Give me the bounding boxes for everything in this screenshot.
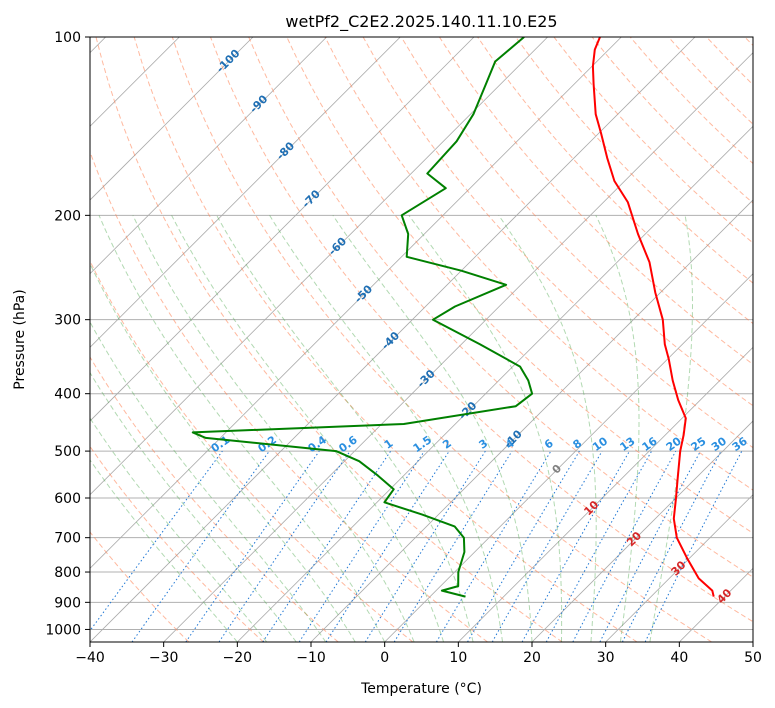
moist-adiabat-line [408, 215, 563, 642]
isotherm-line [458, 346, 753, 642]
sounding-profiles [191, 37, 715, 598]
isotherm-line [90, 37, 327, 275]
isotherm-line [605, 494, 753, 642]
dewpoint-line [191, 37, 534, 598]
isotherm-line [90, 37, 548, 496]
y-tick-label: 900 [54, 595, 81, 611]
mixing-ratio-line [262, 450, 392, 642]
x-tick-label: 0 [380, 650, 389, 666]
x-axis-ticks: −40 −30 −20 −10 0 10 20 30 40 50 [75, 642, 762, 666]
x-tick-label: 50 [744, 650, 762, 666]
moist-adiabat-line [98, 215, 386, 642]
moist-adiabat-line [90, 459, 238, 642]
mixing-ratio-line [545, 450, 653, 642]
isotherm-grid [90, 37, 753, 642]
dry-adiabat-line [90, 259, 414, 642]
dry-adiabat-line [171, 37, 712, 642]
mixing-ratio-line [131, 450, 270, 642]
isotherm-line [90, 37, 401, 348]
x-tick-label: −20 [223, 650, 253, 666]
moist-adiabat-line [498, 215, 597, 642]
y-tick-label: 800 [54, 565, 81, 581]
isotherm-line [531, 420, 753, 642]
moist-adiabat-line [90, 321, 327, 642]
isobar-grid [90, 214, 753, 630]
x-axis-title: Temperature (°C) [360, 681, 482, 697]
moist-adiabat-line [171, 215, 445, 642]
isotherm-line [90, 37, 475, 422]
dry-adiabat-line [133, 37, 638, 642]
mixing-ratio-line [393, 450, 513, 642]
dry-adiabats [90, 37, 753, 642]
mixing-ratio-line [218, 450, 351, 642]
dry-adiabat-line [90, 150, 488, 642]
y-axis-ticks: 100 200 300 400 500 600 700 800 900 1000 [45, 30, 90, 638]
dry-adiabat-line [95, 37, 563, 642]
dry-adiabat-line [90, 531, 190, 642]
x-tick-label: 20 [523, 650, 541, 666]
dry-adiabat-line [90, 445, 264, 642]
y-tick-label: 1000 [45, 622, 81, 638]
y-axis-title: Pressure (hPa) [12, 289, 28, 389]
isotherm-line [384, 273, 753, 642]
mixing-ratio-line [298, 450, 425, 642]
y-tick-label: 400 [54, 387, 81, 403]
mixing-ratio-line [521, 450, 630, 642]
moist-adiabat-line [90, 371, 297, 642]
isotherm-line [163, 52, 753, 642]
y-tick-label: 300 [54, 313, 81, 329]
dry-adiabat-line [248, 37, 753, 578]
mixing-ratio-line [90, 450, 223, 632]
x-tick-label: 10 [449, 650, 467, 666]
y-tick-label: 600 [54, 491, 81, 507]
moist-adiabat-line [269, 215, 503, 642]
x-tick-label: 40 [670, 650, 688, 666]
dry-adiabat-line [400, 37, 753, 407]
mixing-ratio-line [185, 450, 320, 642]
y-tick-label: 100 [54, 30, 81, 46]
moist-adiabat-line [595, 215, 640, 642]
mixing-ratio-lines [90, 450, 743, 642]
isotherm-line [90, 37, 696, 642]
moist-adiabat-line [90, 262, 356, 642]
moist-adiabat-line [90, 417, 268, 642]
moist-adiabats [90, 215, 693, 642]
moist-adiabat-line [649, 215, 693, 642]
isotherm-line [90, 37, 622, 569]
x-tick-label: 30 [597, 650, 615, 666]
y-tick-label: 200 [54, 208, 81, 224]
x-tick-label: −40 [75, 650, 105, 666]
dry-adiabat-line [90, 356, 339, 642]
dry-adiabat-line [515, 37, 753, 284]
y-tick-label: 500 [54, 444, 81, 460]
x-tick-label: −30 [149, 650, 179, 666]
isotherm-line [237, 125, 753, 642]
moist-adiabat-line [132, 215, 415, 642]
dry-adiabat-line [438, 37, 753, 366]
y-tick-label: 700 [54, 531, 81, 547]
chart-title: wetPf2_C2E2.2025.140.11.10.E25 [285, 12, 557, 32]
dry-adiabat-line [324, 37, 753, 491]
mixing-ratio-line [644, 450, 743, 642]
x-tick-label: −10 [296, 650, 326, 666]
mixing-ratio-line [325, 450, 450, 642]
temperature-line [591, 37, 715, 597]
mixing-ratio-line [572, 450, 677, 642]
dry-adiabat-line [210, 37, 753, 623]
plot-frame [89, 36, 754, 643]
isotherm-line [90, 37, 254, 201]
